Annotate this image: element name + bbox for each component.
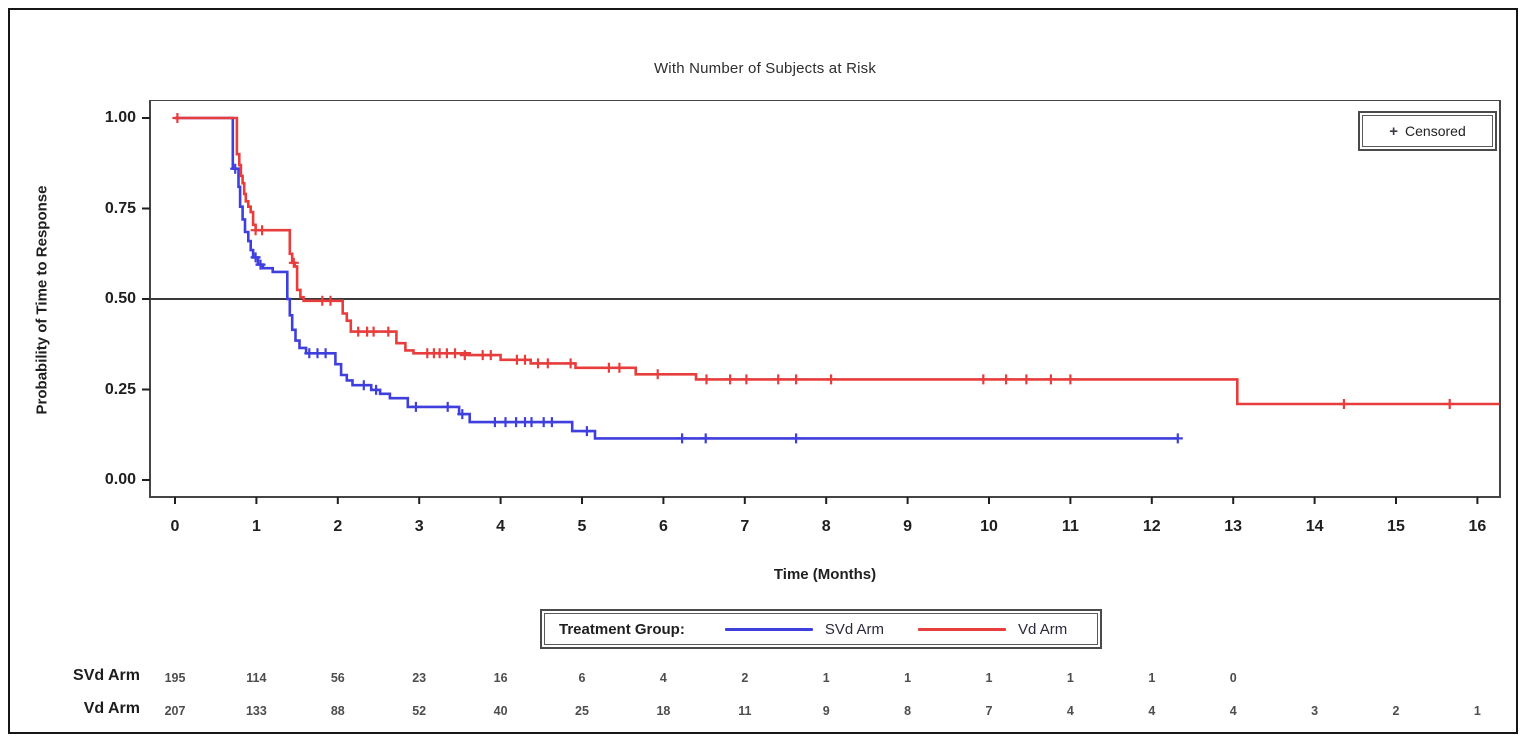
at-risk-value: 1 [1066,671,1074,685]
at-risk-row-label-vd: Vd Arm [83,700,140,717]
at-risk-value: 1 [904,671,912,685]
at-risk-value: 25 [575,704,589,718]
at-risk-value: 4 [1229,704,1237,718]
x-tick-label-1: 1 [251,518,261,535]
at-risk-value: 9 [822,704,830,718]
legend-svd-arm-label: SVd Arm [824,620,885,638]
km-curve-svd-arm [175,116,1178,440]
x-tick-label-11: 11 [1061,518,1079,535]
x-tick-label-7: 7 [740,518,750,535]
censored-legend-box: + Censored [1358,111,1497,151]
at-risk-value: 52 [412,704,427,718]
figure-border [8,8,1518,734]
at-risk-value: 114 [246,671,267,685]
at-risk-value: 88 [330,704,345,718]
x-tick-label-14: 14 [1305,518,1324,535]
x-tick-label-6: 6 [658,518,668,535]
x-tick-label-9: 9 [903,518,913,535]
at-risk-value: 2 [741,671,749,685]
km-curve-vd-arm [175,116,1500,406]
censor-marks-vd-arm [172,113,1455,409]
at-risk-value: 7 [985,704,993,718]
at-risk-value: 16 [493,671,508,685]
at-risk-value: 4 [659,671,667,685]
y-tick-label-0.50: 0.50 [104,290,136,307]
vd-arm-line-swatch [918,627,1007,631]
x-tick-label-5: 5 [577,518,587,535]
censored-legend-label: Censored [1405,123,1466,139]
km-plot-svg [142,100,1501,504]
y-tick-label-0.00: 0.00 [104,471,136,488]
x-axis-title: Time (Months) [773,566,877,583]
at-risk-value: 23 [412,671,427,685]
y-tick-label-0.75: 0.75 [104,199,136,217]
at-risk-value: 4 [1148,704,1156,718]
at-risk-value: 207 [164,704,186,718]
x-tick-label-15: 15 [1387,518,1405,535]
at-risk-value: 56 [330,671,345,685]
legend-vd-arm-label: Vd Arm [1018,620,1068,638]
at-risk-value: 6 [578,671,586,685]
treatment-group-label: Treatment Group: [559,620,685,638]
x-tick-label-16: 16 [1468,518,1487,535]
y-tick-label-0.25: 0.25 [104,380,136,398]
svd-arm-line-swatch [724,627,813,631]
at-risk-value: 40 [493,704,508,718]
x-tick-label-2: 2 [333,518,343,535]
at-risk-value: 11 [738,704,752,718]
at-risk-value: 1 [985,671,993,685]
x-tick-label-0: 0 [170,518,180,535]
x-tick-label-13: 13 [1224,518,1243,535]
censor-marks-svd-arm [230,163,1183,444]
at-risk-value: 1 [1473,704,1481,718]
x-tick-label-8: 8 [821,518,831,535]
y-tick-label-1.00: 1.00 [104,109,136,126]
at-risk-value: 1 [822,671,830,685]
x-tick-label-12: 12 [1142,518,1161,535]
at-risk-value: 0 [1229,671,1237,685]
at-risk-value: 8 [904,704,912,718]
treatment-legend-box: Treatment Group: SVd Arm Vd Arm [540,609,1102,649]
censor-plus-icon: + [1389,122,1399,140]
at-risk-value: 18 [656,704,671,718]
at-risk-value: 1 [1148,671,1156,685]
at-risk-value: 4 [1066,704,1074,718]
at-risk-value: 195 [164,671,186,685]
at-risk-value: 133 [245,704,267,718]
chart-title: With Number of Subjects at Risk [653,60,877,77]
at-risk-row-label-svd: SVd Arm [73,667,140,684]
x-tick-label-3: 3 [414,518,424,535]
at-risk-value: 3 [1311,704,1319,718]
x-tick-label-4: 4 [496,518,506,535]
at-risk-value: 2 [1392,704,1400,718]
x-tick-label-10: 10 [980,518,998,535]
y-axis-title: Probability of Time to Response [33,185,51,415]
